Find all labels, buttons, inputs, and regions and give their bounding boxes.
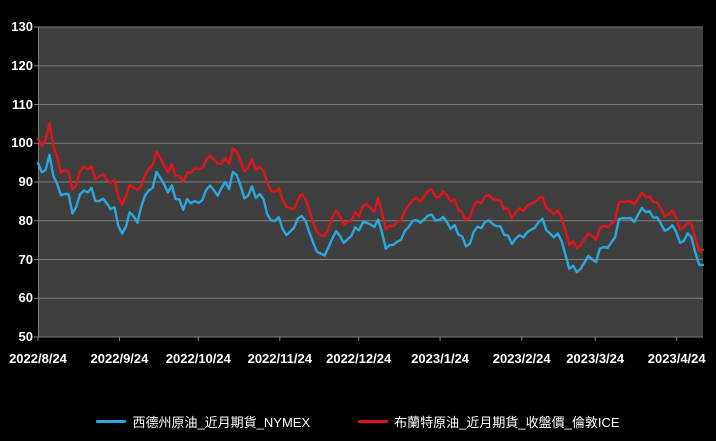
y-tick-label: 50 xyxy=(18,329,33,344)
x-tick-label: 2023/1/24 xyxy=(411,351,470,366)
wti-line-swatch-icon xyxy=(96,420,127,423)
plot-svg xyxy=(34,26,705,341)
y-tick-label: 110 xyxy=(12,96,33,112)
x-tick-label: 2023/4/24 xyxy=(647,351,706,366)
x-tick-label: 2023/3/24 xyxy=(566,351,625,366)
x-tick-label: 2022/10/24 xyxy=(165,351,231,366)
x-tick-label: 2023/2/24 xyxy=(492,351,551,366)
x-tick-label: 2022/11/24 xyxy=(247,351,312,366)
y-tick-label: 100 xyxy=(11,135,33,151)
legend-label-wti: 西德州原油_近月期貨_NYMEX xyxy=(132,415,311,430)
legend: 西德州原油_近月期貨_NYMEX 布蘭特原油_近月期貨_收盤價_倫敦ICE xyxy=(0,412,716,431)
x-tick-label: 2022/9/24 xyxy=(90,351,149,366)
y-tick-label: 90 xyxy=(18,174,33,189)
plot-area xyxy=(34,26,705,341)
x-tick-label: 2022/12/24 xyxy=(326,351,392,366)
y-tick-label: 130 xyxy=(11,19,33,34)
y-tick-label: 120 xyxy=(11,57,33,73)
legend-label-brent: 布蘭特原油_近月期貨_收盤價_倫敦ICE xyxy=(394,415,620,430)
y-tick-label: 60 xyxy=(18,290,33,306)
x-tick-label: 2022/8/24 xyxy=(9,351,67,366)
y-tick-label: 80 xyxy=(18,212,33,228)
legend-item-brent: 布蘭特原油_近月期貨_收盤價_倫敦ICE xyxy=(358,412,620,431)
legend-item-wti: 西德州原油_近月期貨_NYMEX xyxy=(96,412,310,431)
brent-line-swatch-icon xyxy=(358,420,389,423)
y-tick-label: 70 xyxy=(18,251,33,267)
